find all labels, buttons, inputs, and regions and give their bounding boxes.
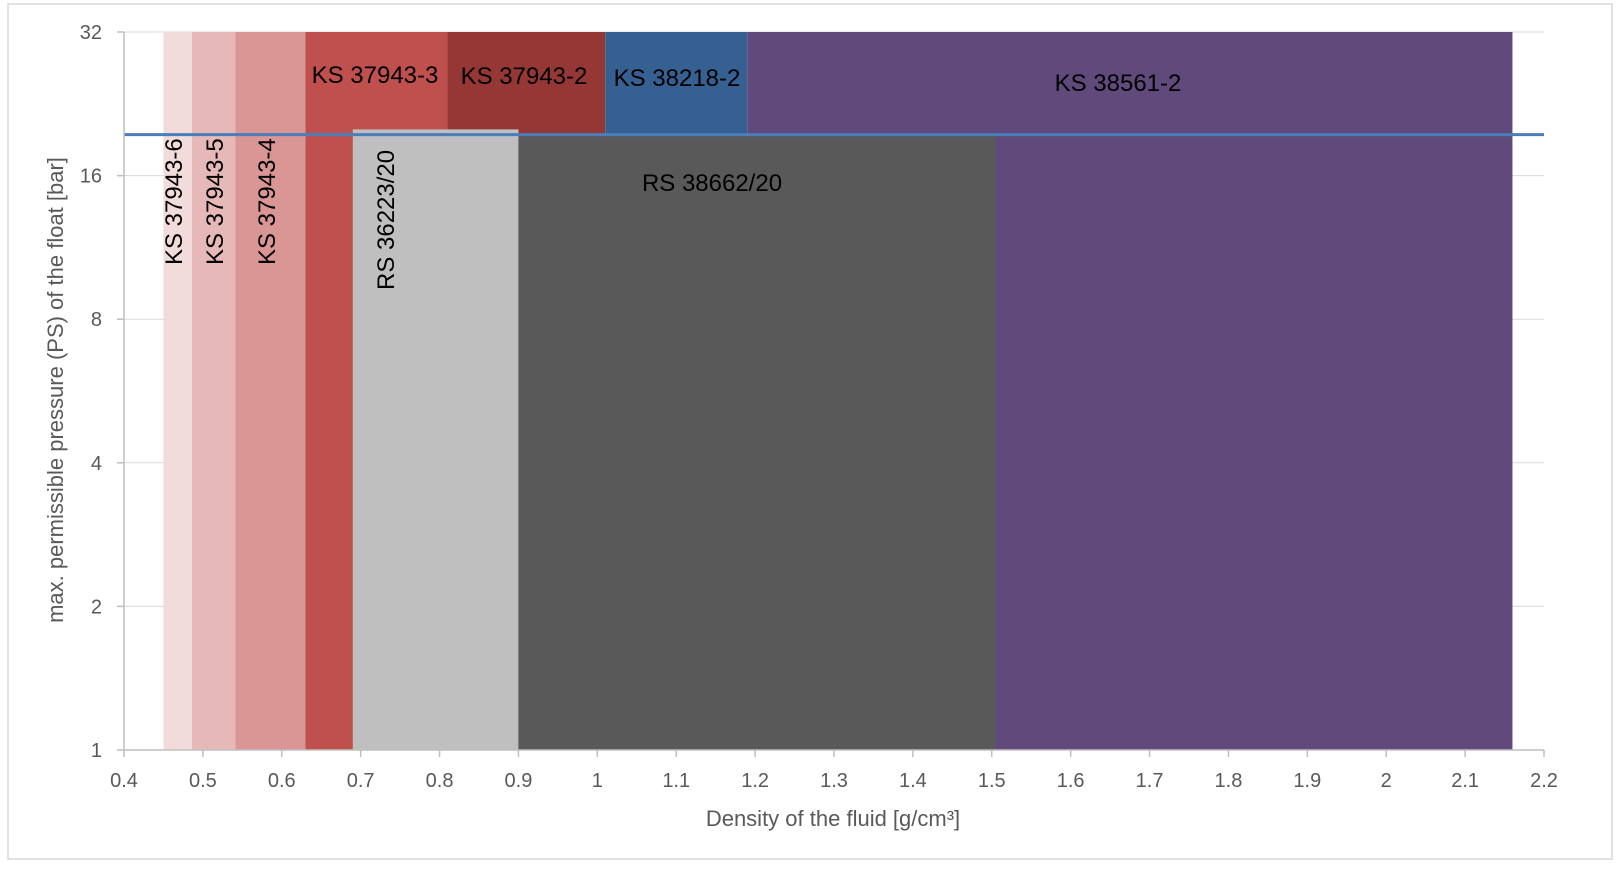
y-tick-label-3: 8	[91, 309, 102, 331]
y-tick-label-1: 2	[91, 596, 102, 618]
area-2	[235, 32, 306, 750]
x-tick-label-15: 1.9	[1293, 770, 1321, 792]
area-1	[191, 32, 236, 750]
y-tick-label-2: 4	[91, 453, 102, 475]
x-tick-label-18: 2.2	[1530, 770, 1558, 792]
x-tick-label-9: 1.3	[820, 770, 848, 792]
tick-labels: 0.4 0.5 0.6 0.7 0.8 0.9 1 1.1 1.2 1.3 1.4 1.5 1.6 1.7…	[80, 22, 1558, 792]
x-tick-label-0: 0.4	[110, 770, 138, 792]
x-tick-label-4: 0.8	[426, 770, 454, 792]
x-tick-label-3: 0.7	[347, 770, 375, 792]
area-label-7: RS 36223/20	[373, 150, 400, 290]
area-label-2: KS 37943-4	[254, 138, 281, 265]
area-labels: KS 37943-6 KS 37943-5 KS 37943-4 KS 37943-3…	[161, 62, 1181, 290]
x-axis-title: Density of the fluid [g/cm³]	[706, 806, 960, 831]
y-axis-title: max. permissible pressure (PS) of the fl…	[43, 157, 68, 623]
x-tick-label-2: 0.6	[268, 770, 296, 792]
area-label-3: KS 37943-3	[312, 62, 439, 89]
area-8	[518, 134, 996, 751]
area-0	[163, 32, 192, 750]
x-tick-label-17: 2.1	[1451, 770, 1479, 792]
x-tick-label-8: 1.2	[741, 770, 769, 792]
area-label-4: KS 37943-2	[461, 63, 588, 90]
y-tick-label-4: 16	[80, 166, 102, 188]
x-tick-label-14: 1.8	[1215, 770, 1243, 792]
x-tick-label-1: 0.5	[189, 770, 217, 792]
area-label-8: RS 38662/20	[642, 170, 782, 197]
x-tick-label-7: 1.1	[662, 770, 690, 792]
area-label-0: KS 37943-6	[161, 138, 188, 265]
x-tick-label-12: 1.6	[1057, 770, 1085, 792]
x-tick-label-10: 1.4	[899, 770, 927, 792]
area-7	[352, 129, 519, 751]
area-label-6: KS 38561-2	[1055, 70, 1182, 97]
x-tick-label-5: 0.9	[505, 770, 533, 792]
area-label-1: KS 37943-5	[202, 138, 229, 265]
y-tick-label-0: 1	[91, 740, 102, 762]
x-tick-label-13: 1.7	[1136, 770, 1164, 792]
x-tick-label-6: 1	[592, 770, 603, 792]
area-label-5: KS 38218-2	[614, 65, 741, 92]
x-tick-label-16: 2	[1381, 770, 1392, 792]
x-tick-label-11: 1.5	[978, 770, 1006, 792]
y-tick-label-5: 32	[80, 22, 102, 44]
area-series	[163, 32, 1513, 751]
